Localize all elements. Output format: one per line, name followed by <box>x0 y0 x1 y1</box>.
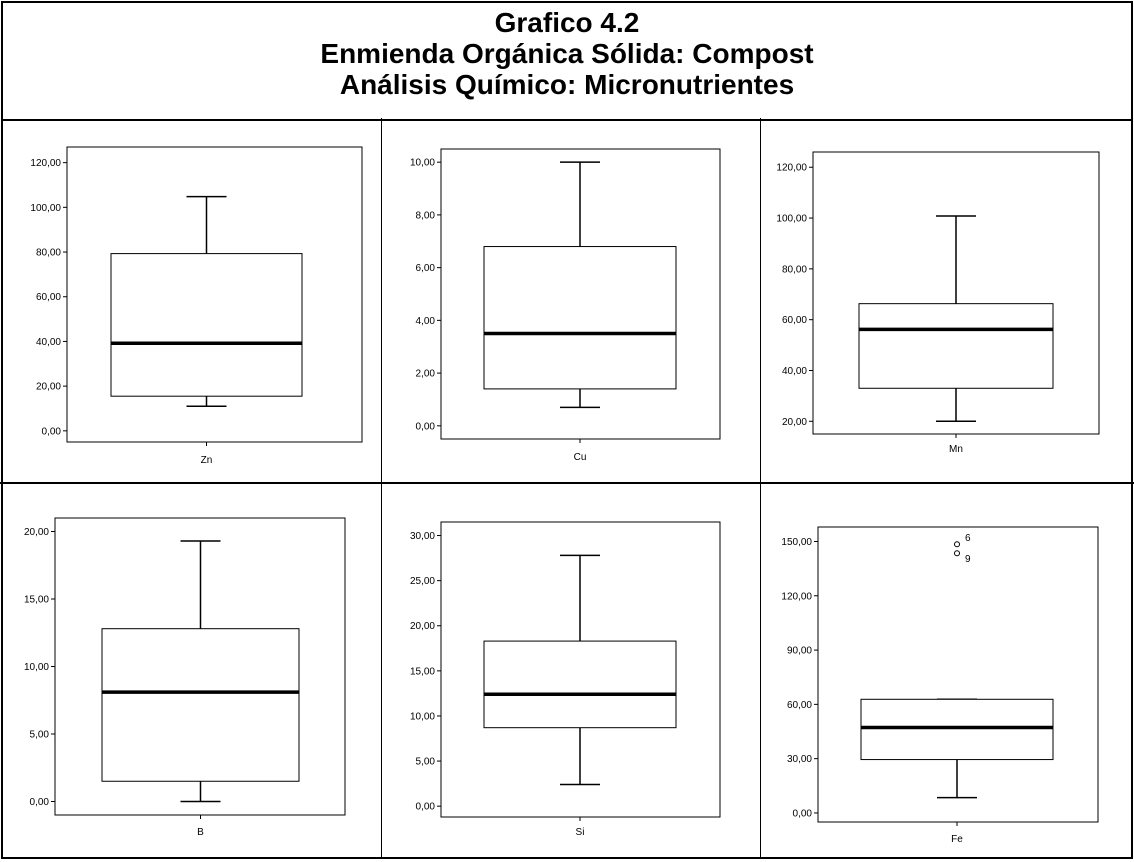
y-tick-label: 8,00 <box>416 210 436 221</box>
y-tick-label: 100,00 <box>776 214 807 225</box>
y-tick-label: 20,00 <box>24 527 49 538</box>
y-tick-label: 20,00 <box>36 382 61 393</box>
outlier-point <box>955 542 960 547</box>
iqr-box <box>861 699 1053 759</box>
y-tick-label: 60,00 <box>36 292 61 303</box>
y-tick-label: 40,00 <box>782 366 807 377</box>
y-tick-label: 15,00 <box>410 666 435 677</box>
y-tick-label: 80,00 <box>782 264 807 275</box>
x-axis-label: Cu <box>574 452 587 463</box>
x-axis-label: Fe <box>951 834 963 845</box>
plot-frame <box>818 527 1098 822</box>
y-tick-label: 0,00 <box>416 421 436 432</box>
x-axis-label: Zn <box>201 455 213 466</box>
y-tick-label: 90,00 <box>787 646 812 657</box>
y-tick-label: 0,00 <box>30 797 50 808</box>
y-tick-label: 0,00 <box>793 808 813 819</box>
y-tick-label: 5,00 <box>416 757 436 768</box>
y-tick-label: 120,00 <box>776 163 807 174</box>
y-tick-label: 100,00 <box>30 203 61 214</box>
y-tick-label: 20,00 <box>410 621 435 632</box>
y-tick-label: 25,00 <box>410 576 435 587</box>
y-tick-label: 6,00 <box>416 263 436 274</box>
outlier-point <box>955 551 960 556</box>
y-tick-label: 5,00 <box>30 730 50 741</box>
outlier-label: 6 <box>965 533 971 544</box>
y-tick-label: 0,00 <box>42 426 62 437</box>
x-axis-label: Mn <box>949 444 963 455</box>
y-tick-label: 30,00 <box>787 754 812 765</box>
iqr-box <box>859 304 1053 389</box>
y-tick-label: 20,00 <box>782 417 807 428</box>
x-axis-label: B <box>197 827 204 838</box>
y-tick-label: 120,00 <box>781 591 812 602</box>
y-tick-label: 150,00 <box>781 537 812 548</box>
y-tick-label: 80,00 <box>36 248 61 259</box>
iqr-box <box>484 247 676 389</box>
y-tick-label: 10,00 <box>410 158 435 169</box>
y-tick-label: 2,00 <box>416 369 436 380</box>
y-tick-label: 120,00 <box>30 158 61 169</box>
y-tick-label: 15,00 <box>24 595 49 606</box>
x-axis-label: Si <box>576 827 585 838</box>
y-tick-label: 10,00 <box>410 711 435 722</box>
y-tick-label: 10,00 <box>24 662 49 673</box>
iqr-box <box>111 254 302 397</box>
y-tick-label: 30,00 <box>410 531 435 542</box>
y-tick-label: 0,00 <box>416 802 436 813</box>
outlier-label: 9 <box>965 554 971 565</box>
iqr-box <box>484 641 676 728</box>
y-tick-label: 60,00 <box>787 700 812 711</box>
y-tick-label: 40,00 <box>36 337 61 348</box>
y-tick-label: 60,00 <box>782 315 807 326</box>
iqr-box <box>102 629 299 782</box>
y-tick-label: 4,00 <box>416 316 436 327</box>
